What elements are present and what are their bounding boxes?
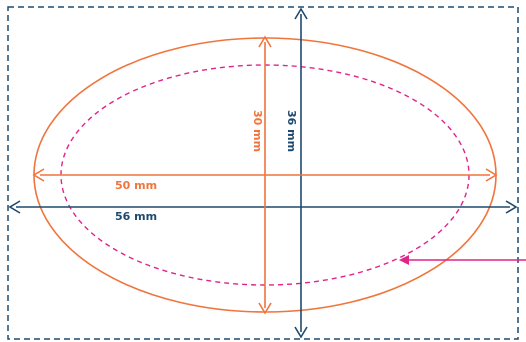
inner-height-label: 30 mm (251, 110, 264, 152)
outer-height-arrow (294, 7, 308, 339)
inner-width-label: 50 mm (115, 179, 157, 192)
bleed-frame (7, 6, 519, 340)
outer-width-label: 56 mm (115, 210, 157, 223)
outer-height-label: 36 mm (285, 110, 298, 152)
safe-area-pointer-arrow (399, 255, 526, 265)
outer-width-arrow (8, 200, 518, 214)
inner-height-arrow (258, 35, 272, 315)
